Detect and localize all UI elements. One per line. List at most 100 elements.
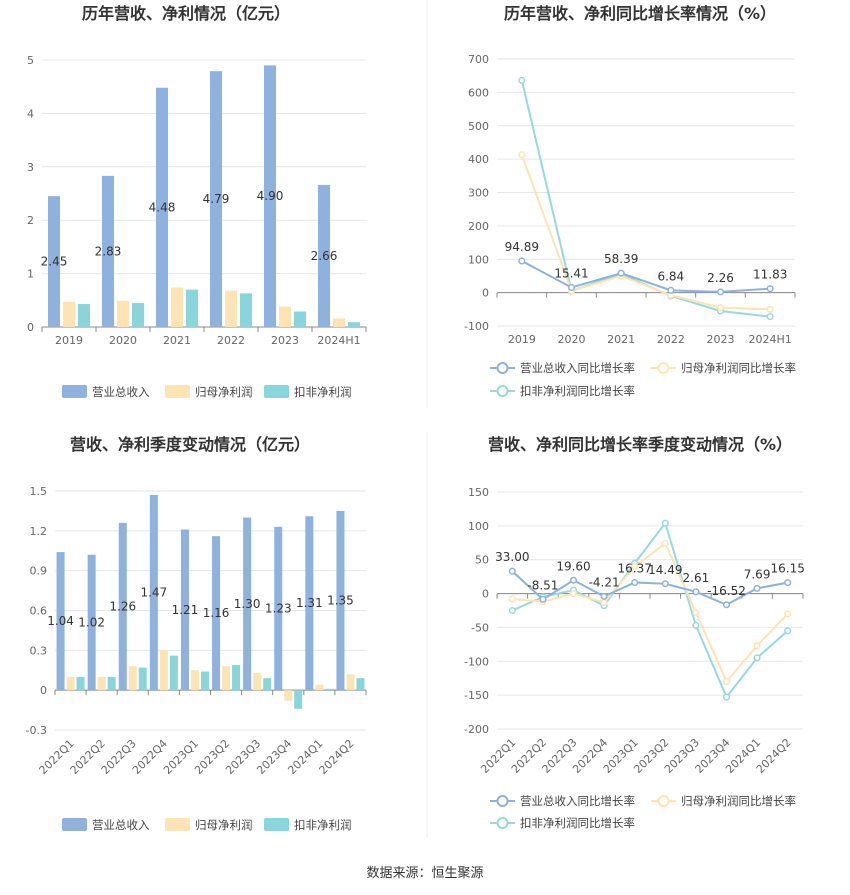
point-2019-s0: [518, 257, 526, 265]
bar-value-label: 1.31: [296, 596, 323, 610]
series-line-s2: [511, 520, 789, 700]
legend-label: 营业总收入: [92, 385, 150, 399]
point-2022Q4-s1: [600, 598, 608, 606]
bar-2019-s2: [78, 304, 90, 327]
y-tick-label: 0.9: [30, 565, 48, 578]
x-tick-label: 2024H1: [317, 334, 360, 347]
bar-2022Q1-s0: [56, 552, 65, 691]
bar-value-label: 4.48: [149, 200, 176, 214]
bar-2023Q1-s0: [180, 529, 189, 691]
legend-label: 扣非净利润: [294, 818, 352, 832]
bar-2022Q2-s1: [97, 676, 106, 691]
point-2024H1-s0: [766, 285, 774, 293]
quarter-bar-chart: 营收、净利季度变动情况（亿元）-0.300.30.60.91.21.52022Q…: [26, 435, 367, 832]
legend-marker: [657, 795, 670, 807]
legend-marker: [496, 385, 509, 397]
point-2020-s0: [567, 283, 576, 292]
bar-value-label: 2.45: [41, 255, 68, 269]
y-tick-label: 0: [40, 684, 47, 697]
bar-2022-s1: [225, 290, 237, 327]
point-2024Q1-s0: [753, 584, 761, 592]
point-value-label: 7.69: [744, 567, 771, 581]
legend: 营业总收入 归母净利润 扣非净利润: [62, 818, 352, 832]
bar-2024Q2-s0: [336, 510, 345, 691]
point-2023-s0: [716, 288, 725, 296]
point-value-label: 16.37: [618, 561, 652, 575]
point-2023Q4-s1: [722, 678, 731, 686]
bar-2021-s1: [171, 287, 183, 327]
point-2024Q1-s2: [753, 654, 761, 662]
series-line-s1: [520, 154, 771, 311]
bar-2024Q1-s2: [325, 688, 334, 691]
legend-marker: [496, 362, 509, 374]
bar-2022-s0: [210, 71, 222, 328]
legend-label: 归母净利润: [195, 385, 253, 399]
y-tick-label: -50: [471, 621, 489, 634]
legend-label: 归母净利润: [195, 818, 253, 832]
bar-value-label: 1.35: [327, 594, 354, 608]
legend-label: 扣非净利润同比增长率: [520, 384, 635, 398]
x-tick-label: 2023: [271, 334, 299, 347]
point-value-label: -4.21: [589, 575, 620, 589]
bar-2023Q4-s2: [294, 690, 303, 709]
point-2023Q2-s1: [661, 539, 669, 548]
bar-value-label: 4.79: [203, 192, 230, 206]
point-value-label: 2.61: [683, 571, 710, 585]
y-tick-label: 50: [475, 554, 489, 567]
bar-value-label: 1.47: [140, 586, 167, 600]
chart-title: 营收、净利季度变动情况（亿元）: [70, 435, 310, 454]
y-tick-label: 0: [27, 321, 34, 334]
bar-2022Q3-s0: [118, 522, 127, 691]
legend: 营业总收入 归母净利润 扣非净利润: [62, 385, 352, 399]
bar-value-label: 2.66: [311, 249, 338, 263]
y-tick-label: 1: [27, 268, 34, 281]
bar-2022Q2-s0: [87, 554, 96, 691]
y-tick-label: 1.5: [30, 485, 48, 498]
legend-marker: [496, 817, 509, 829]
bar-2023-s2: [294, 311, 306, 327]
bar-2023Q3-s0: [243, 517, 252, 691]
bar-2024Q1-s0: [305, 516, 314, 691]
bar-2019-s0: [48, 196, 60, 327]
bar-2023Q2-s0: [212, 536, 221, 691]
bar-2023-s1: [279, 306, 291, 327]
bar-2023Q2-s2: [232, 664, 241, 691]
bar-2020-s2: [132, 302, 144, 327]
y-tick-label: 700: [468, 53, 489, 66]
point-2024Q1-s1: [753, 642, 761, 650]
bar-2022-s2: [240, 293, 252, 327]
bar-value-label: 4.90: [257, 189, 284, 203]
point-value-label: 94.89: [505, 240, 539, 254]
y-tick-label: -150: [464, 689, 489, 702]
bar-2022Q4-s0: [149, 494, 158, 691]
legend-marker: [657, 362, 670, 374]
y-tick-label: 400: [468, 153, 489, 166]
bar-2024H1-s2: [348, 322, 360, 327]
point-2022Q1-s0: [508, 567, 516, 575]
bar-2024Q2-s1: [346, 674, 355, 691]
bar-value-label: 1.26: [109, 600, 136, 614]
y-tick-label: -200: [464, 723, 489, 736]
x-tick-label: 2019: [508, 333, 536, 346]
y-tick-label: 0: [482, 287, 489, 300]
bar-2024H1-s1: [333, 318, 345, 327]
point-value-label: 58.39: [604, 252, 638, 266]
x-tick-label: 2022: [217, 334, 245, 347]
bar-value-label: 1.16: [203, 606, 230, 620]
bar-2024Q1-s1: [315, 684, 324, 691]
bar-2023Q4-s0: [274, 526, 283, 691]
bar-value-label: 1.30: [234, 597, 261, 611]
y-tick-label: 0.6: [30, 605, 48, 618]
legend-swatch: [264, 818, 289, 831]
point-value-label: -16.52: [707, 584, 746, 598]
bar-2023-s0: [264, 65, 276, 327]
y-tick-label: 600: [468, 86, 489, 99]
x-tick-label: 2020: [109, 334, 137, 347]
legend-label: 扣非净利润同比增长率: [520, 816, 635, 830]
bar-2022Q4-s2: [169, 655, 178, 691]
x-tick-label: 2024H1: [749, 333, 792, 346]
bar-2023Q2-s1: [222, 666, 231, 691]
point-2024H1-s1: [766, 305, 774, 313]
point-2023Q3-s2: [692, 621, 700, 629]
